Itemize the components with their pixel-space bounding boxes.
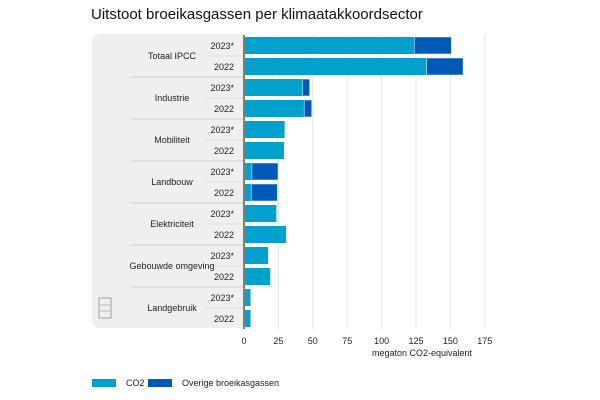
bar-overige bbox=[426, 57, 464, 76]
bar-co2 bbox=[245, 58, 427, 75]
category-label: Industrie bbox=[155, 93, 190, 103]
legend-item-co2: CO2 bbox=[92, 378, 145, 388]
bar-overige bbox=[303, 99, 312, 118]
year-label: 2023* bbox=[210, 167, 234, 177]
year-label: 2022 bbox=[214, 230, 234, 240]
bar-overige bbox=[251, 162, 279, 181]
category-label: Elektriciteit bbox=[150, 219, 194, 229]
bar-co2 bbox=[245, 121, 285, 138]
x-axis-label: megaton CO2-equivalent bbox=[372, 348, 473, 358]
year-label: 2023* bbox=[210, 251, 234, 261]
bar-co2 bbox=[245, 142, 285, 159]
bar-co2 bbox=[245, 226, 287, 243]
x-tick-label: 150 bbox=[443, 336, 458, 346]
year-label: 2022 bbox=[214, 272, 234, 282]
category-label: Landgebruik bbox=[147, 303, 197, 313]
x-tick-label: 50 bbox=[308, 336, 318, 346]
bar-co2 bbox=[245, 310, 251, 327]
year-label: 2022 bbox=[214, 314, 234, 324]
year-label: 2023* bbox=[210, 41, 234, 51]
bar-co2 bbox=[245, 163, 252, 180]
year-label: 2023* bbox=[210, 209, 234, 219]
bar-co2 bbox=[245, 247, 269, 264]
year-label: 2022 bbox=[214, 104, 234, 114]
logo-icon bbox=[98, 297, 112, 319]
legend-swatch-overige bbox=[148, 379, 172, 387]
legend-label: Overige broeikasgassen bbox=[182, 378, 280, 388]
year-label: 2023* bbox=[210, 125, 234, 135]
bar-co2 bbox=[245, 268, 271, 285]
x-tick-label: 100 bbox=[374, 336, 389, 346]
category-label: Landbouw bbox=[151, 177, 193, 187]
bar-overige bbox=[302, 78, 310, 97]
bar-co2 bbox=[245, 100, 305, 117]
legend-item-overige: Overige broeikasgassen bbox=[148, 378, 279, 388]
x-tick-label: 125 bbox=[408, 336, 423, 346]
category-label: Mobiliteit bbox=[154, 135, 190, 145]
legend-label: CO2 bbox=[126, 378, 145, 388]
year-label: 2022 bbox=[214, 188, 234, 198]
x-tick-label: 25 bbox=[273, 336, 283, 346]
year-label: 2022 bbox=[214, 62, 234, 72]
bar-overige bbox=[250, 183, 278, 202]
bar-overige bbox=[250, 288, 252, 307]
chart-title: Uitstoot broeikasgassen per klimaatakkoo… bbox=[91, 6, 423, 23]
bar-overige bbox=[250, 309, 252, 328]
x-tick-label: 175 bbox=[477, 336, 492, 346]
bar-co2 bbox=[245, 289, 251, 306]
category-label: Gebouwde omgeving bbox=[129, 261, 214, 271]
bar-overige bbox=[413, 36, 452, 55]
year-label: 2023* bbox=[210, 83, 234, 93]
year-label: 2022 bbox=[214, 146, 234, 156]
bar-co2 bbox=[245, 37, 415, 54]
bar-co2 bbox=[245, 184, 252, 201]
x-tick-label: 75 bbox=[342, 336, 352, 346]
category-label: Totaal IPCC bbox=[148, 51, 197, 61]
bar-co2 bbox=[245, 79, 303, 96]
year-label: 2023* bbox=[210, 293, 234, 303]
legend-swatch-co2 bbox=[92, 379, 116, 387]
x-tick-label: 0 bbox=[241, 336, 246, 346]
category-panel bbox=[92, 34, 244, 328]
bar-co2 bbox=[245, 205, 277, 222]
